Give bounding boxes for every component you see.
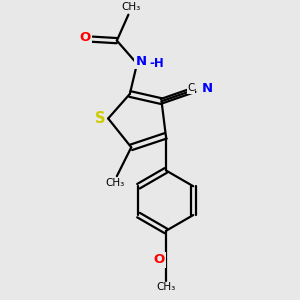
Text: CH₃: CH₃ — [156, 282, 176, 292]
Text: CH₃: CH₃ — [121, 2, 140, 13]
Text: -H: -H — [149, 57, 164, 70]
Text: C: C — [188, 83, 195, 93]
Text: O: O — [80, 31, 91, 44]
Text: O: O — [153, 253, 164, 266]
Text: CH₃: CH₃ — [106, 178, 125, 188]
Text: S: S — [95, 111, 105, 126]
Text: N: N — [136, 55, 147, 68]
Text: N: N — [202, 82, 213, 95]
